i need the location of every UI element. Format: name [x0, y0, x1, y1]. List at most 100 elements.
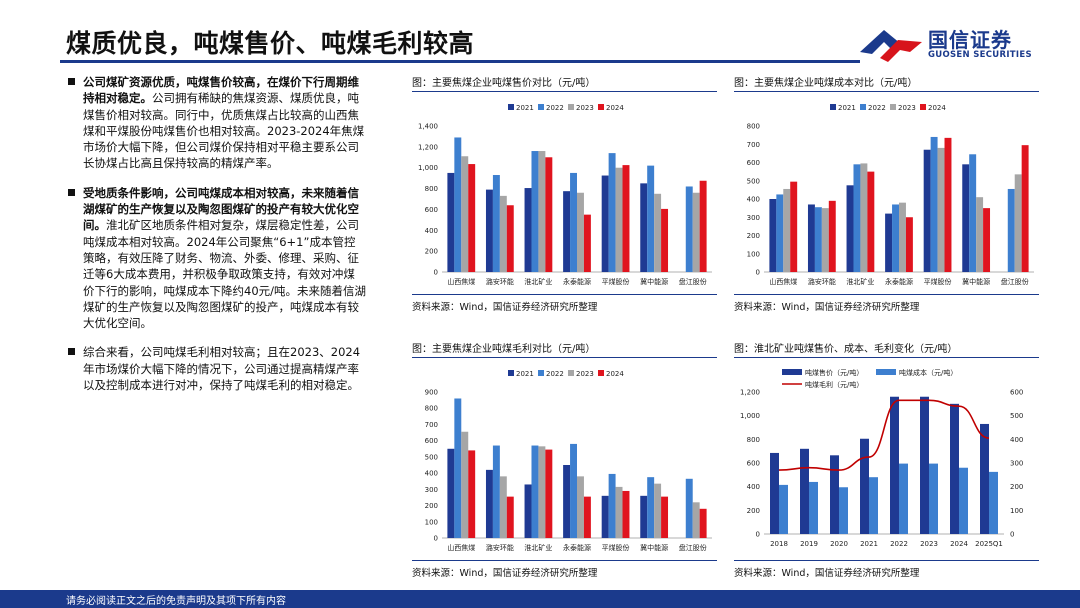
bar [779, 484, 788, 534]
y-tick-label: 700 [747, 141, 760, 149]
bar [661, 496, 669, 538]
panel-title: 图：主要焦煤企业吨煤成本对比（元/吨） [734, 78, 918, 89]
chart-cost: 2021 2022 2023 2024 0 100 200 300 400 500 600 700 80… [734, 96, 1039, 286]
legend-label: 2023 [898, 104, 916, 112]
y-tick-label: 300 [425, 486, 438, 494]
logo-mark-icon [860, 30, 922, 62]
bar [685, 186, 693, 272]
bar [563, 465, 571, 538]
bar [615, 167, 623, 272]
x-tick-label: 2019 [800, 540, 818, 548]
source-divider [734, 294, 1039, 295]
y-tick-label: 1,200 [740, 389, 760, 397]
x-tick-label: 2024 [950, 540, 968, 548]
bar [563, 191, 571, 272]
y-tick-label: 200 [747, 507, 760, 515]
bullet-body: 综合来看，公司吨煤毛利相对较高；且在2023、2024年市场煤价大幅下降的情况下… [83, 345, 361, 393]
legend-label: 2023 [576, 370, 594, 378]
logo-cn-text: 国信证券 [928, 28, 1012, 52]
bar [885, 213, 893, 272]
legend-label: 2021 [516, 104, 534, 112]
bar [692, 502, 700, 538]
source-divider [734, 560, 1039, 561]
bar [867, 171, 875, 272]
bar [899, 202, 906, 272]
summary-text: 公司煤矿资源优质，吨煤售价较高，在煤价下行周期维持相对稳定。公司拥有稀缺的焦煤资… [66, 74, 366, 406]
bar [577, 192, 584, 272]
y2-tick-label: 400 [1010, 436, 1023, 444]
bar [570, 172, 577, 272]
bar [1007, 188, 1015, 272]
y-tick-label: 600 [747, 159, 760, 167]
y-tick-label: 400 [425, 227, 438, 235]
chart-price: 2021 2022 2023 2024 0 200 400 600 800 1,000 1,200 1… [412, 96, 717, 286]
legend-swatch [568, 104, 574, 110]
bar [800, 448, 809, 534]
y-tick-label: 800 [747, 436, 760, 444]
bar [468, 164, 476, 272]
bar [461, 156, 469, 272]
legend-label: 2024 [606, 104, 624, 112]
legend-swatch [920, 104, 926, 110]
panel-title: 图：淮北矿业吨煤售价、成本、毛利变化（元/吨） [734, 344, 958, 355]
bar [937, 147, 945, 272]
bar [860, 438, 869, 534]
bar [647, 477, 655, 538]
legend-swatch [538, 370, 544, 376]
bar [869, 477, 878, 534]
y2-tick-label: 200 [1010, 483, 1023, 491]
x-tick-label: 山西焦煤 [769, 277, 797, 286]
logo-en-text: GUOSEN SECURITIES [928, 50, 1032, 60]
bar [892, 204, 899, 272]
source-note: 资料来源：Wind，国信证券经济研究所整理 [412, 302, 598, 313]
legend-label: 2022 [546, 104, 564, 112]
legend-label: 吨煤成本（元/吨） [899, 368, 957, 377]
x-tick-label: 冀中能源 [640, 543, 668, 552]
y-tick-label: 100 [747, 250, 760, 258]
bullet-body: 淮北矿区地质条件相对复杂，煤层稳定性差，公司吨煤成本相对较高。2024年公司聚焦… [83, 218, 367, 331]
bar [570, 443, 577, 538]
y-tick-label: 100 [425, 518, 438, 526]
y-tick-label: 200 [425, 248, 438, 256]
bar [601, 495, 609, 538]
panel-title: 图：主要焦煤企业吨煤毛利对比（元/吨） [412, 344, 596, 355]
bar [983, 208, 991, 272]
bar [809, 481, 818, 534]
y-tick-label: 400 [425, 470, 438, 478]
legend-swatch [568, 370, 574, 376]
y-tick-label: 400 [747, 483, 760, 491]
legend-swatch [782, 369, 802, 375]
panel-divider [734, 91, 1039, 92]
bar [807, 204, 815, 272]
bar [699, 180, 707, 272]
y-tick-label: 300 [747, 214, 760, 222]
source-divider [412, 560, 717, 561]
x-tick-label: 淮北矿业 [524, 277, 552, 286]
bar [929, 463, 938, 534]
bar [531, 445, 539, 538]
bar [583, 214, 591, 272]
y-tick-label: 0 [434, 269, 438, 277]
legend-label: 2023 [576, 104, 594, 112]
legend-swatch [860, 104, 866, 110]
footer-bar: 请务必阅读正文之后的免责声明及其项下所有内容 [0, 590, 1080, 608]
source-note: 资料来源：Wind，国信证券经济研究所整理 [412, 568, 598, 579]
bar [776, 194, 784, 272]
y-tick-label: 200 [747, 232, 760, 240]
bar [506, 496, 514, 538]
x-tick-label: 淮北矿业 [524, 543, 552, 552]
y-tick-label: 400 [747, 196, 760, 204]
x-tick-label: 永泰能源 [563, 277, 591, 286]
x-tick-label: 山西焦煤 [447, 277, 475, 286]
legend-label: 2024 [606, 370, 624, 378]
bar [830, 455, 839, 534]
bar [485, 469, 493, 538]
bar [608, 153, 616, 272]
bar [468, 450, 476, 538]
bar [640, 183, 648, 272]
y2-tick-label: 300 [1010, 460, 1023, 468]
x-tick-label: 平煤股份 [924, 277, 952, 286]
x-tick-label: 冀中能源 [962, 277, 990, 286]
bar [647, 165, 655, 272]
x-tick-label: 盘江股份 [679, 277, 707, 286]
